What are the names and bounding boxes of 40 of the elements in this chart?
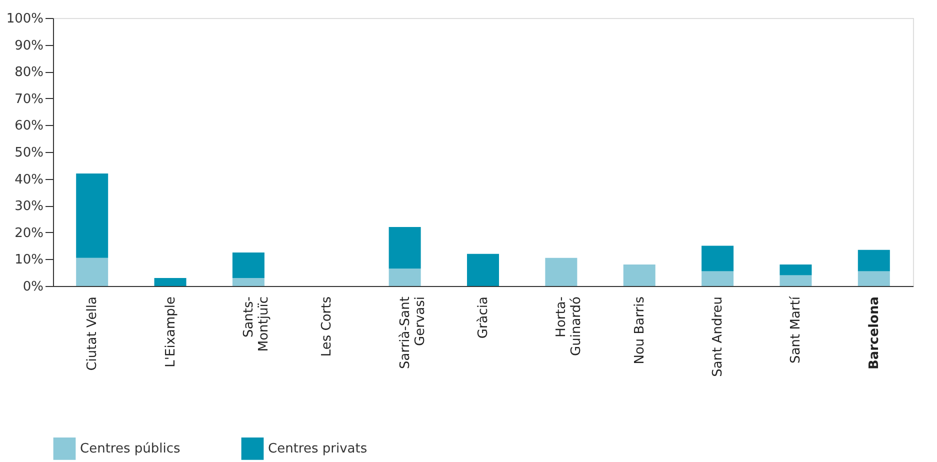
x-tick-label: Gràcia bbox=[476, 296, 491, 339]
bar bbox=[388, 227, 421, 269]
x-tick-label: Sants- Montjuïc bbox=[241, 296, 272, 352]
bar bbox=[76, 258, 108, 286]
y-tick-label: 60% bbox=[14, 118, 44, 134]
bar bbox=[702, 246, 734, 272]
bar bbox=[154, 278, 186, 286]
x-tick-label: Nou Barris bbox=[632, 296, 648, 364]
y-tick-label: 30% bbox=[14, 199, 44, 214]
y-tick-label: 80% bbox=[14, 65, 44, 80]
x-tick-label: Ciutat Vella bbox=[85, 296, 100, 371]
bar bbox=[702, 271, 734, 286]
bar bbox=[76, 173, 108, 258]
y-tick-label: 70% bbox=[14, 92, 44, 107]
bar bbox=[858, 250, 890, 272]
y-tick-label: 90% bbox=[14, 38, 44, 54]
bar bbox=[623, 264, 656, 286]
x-tick-label: Horta- Guinardó bbox=[554, 296, 584, 356]
bar bbox=[232, 252, 264, 278]
y-tick-label: 0% bbox=[22, 280, 44, 294]
x-tick-label: Sant Andreu bbox=[710, 296, 726, 377]
y-tick-label: 20% bbox=[14, 226, 44, 241]
bar bbox=[780, 275, 812, 286]
bar bbox=[388, 268, 421, 286]
x-tick-label: Sarrià-Sant Gervasi bbox=[398, 296, 428, 370]
x-tick-label: Sant Martí bbox=[788, 296, 804, 364]
x-tick-label: Les Corts bbox=[320, 296, 335, 357]
bar bbox=[467, 254, 499, 286]
x-tick-label: Barcelona bbox=[866, 296, 882, 370]
y-tick-label: 40% bbox=[14, 172, 44, 188]
y-tick-label: 100% bbox=[6, 12, 44, 26]
legend-label: Centres públics bbox=[80, 442, 180, 457]
y-tick-label: 10% bbox=[14, 252, 44, 268]
y-tick-label: 50% bbox=[14, 146, 44, 160]
bar bbox=[232, 278, 264, 286]
bar bbox=[545, 258, 578, 286]
bar bbox=[780, 264, 812, 276]
bar bbox=[858, 271, 890, 286]
x-tick-label: L'Eixample bbox=[163, 296, 178, 368]
legend-label: Centres privats bbox=[268, 442, 368, 457]
